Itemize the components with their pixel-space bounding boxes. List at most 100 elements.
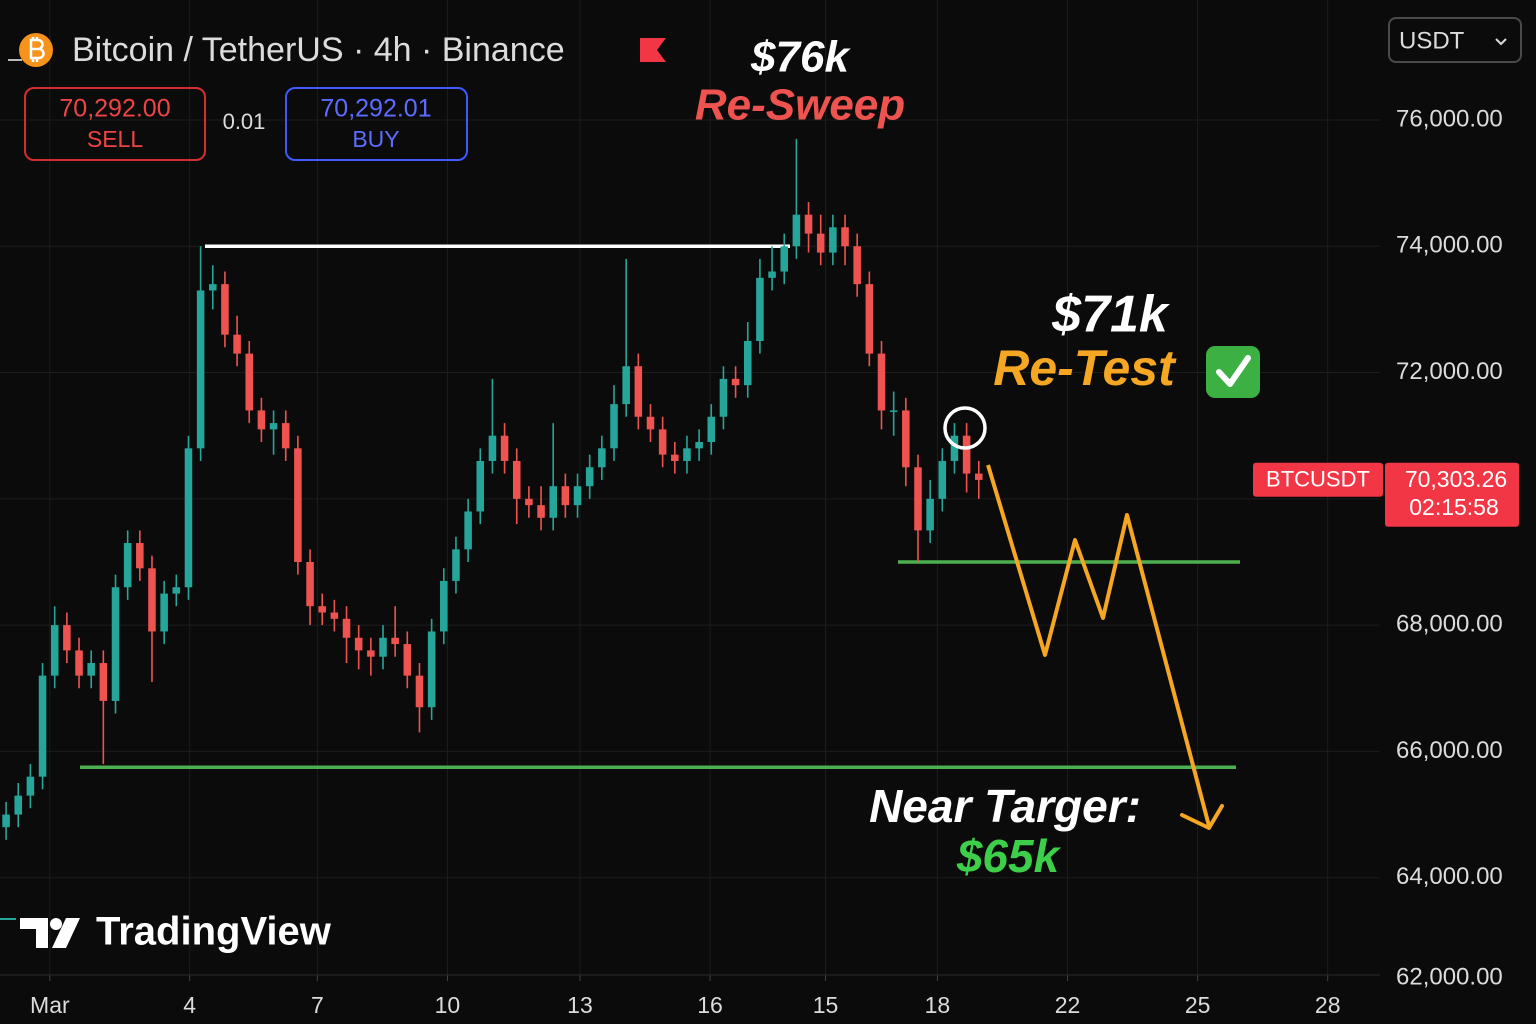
candle-body [914,467,922,531]
x-tick-label: 4 [183,992,196,1018]
candle-body [719,378,728,417]
watermark-logo [0,918,80,948]
x-tick-label: 18 [925,992,951,1018]
annotation-price: $71k [1051,286,1171,344]
candle-body [816,233,825,253]
candle-body [75,650,83,676]
candle-body [756,277,764,341]
y-tick-label: 68,000.00 [1396,610,1503,637]
x-tick-label: 10 [435,992,461,1018]
y-tick-label: 66,000.00 [1396,737,1503,764]
candle-body [403,644,412,676]
candle-body [974,473,983,480]
candle-body [610,404,618,449]
annotation-text: Re-Sweep [695,81,905,130]
candle-body [87,663,95,676]
candle-body [525,498,533,506]
y-tick-label: 76,000.00 [1396,105,1503,132]
last-price-symbol-box [1253,462,1383,497]
sell-button[interactable] [24,87,206,161]
x-tick-label: Mar [30,992,70,1018]
candle-body [452,549,460,581]
candle-body [938,460,947,499]
annotation-price: $76k [750,33,851,82]
candle-body [257,410,266,430]
annotation-price: $65k [956,830,1062,882]
candle-body [695,442,703,449]
candle-body [233,334,241,354]
candle-body [683,448,691,461]
x-tick-label: 7 [311,992,324,1018]
candle-body [196,290,205,449]
retest-circle [943,406,987,450]
candles [2,138,983,840]
sell-price: 70,292.00 [59,95,170,123]
candle-body [281,423,290,449]
candle-body [488,435,497,461]
countdown: 02:15:58 [1409,494,1499,520]
candle-body [537,505,545,518]
candle-body [172,587,181,594]
last-price-box [1385,462,1519,527]
candle-body [269,423,278,430]
candle-body [318,606,326,613]
candle-body [962,435,971,474]
candle-body [148,568,156,632]
candle-body [160,593,168,632]
candle-body [367,650,375,657]
candle-body [573,486,582,506]
candle-body [792,214,801,247]
y-tick-label: 74,000.00 [1396,232,1503,259]
spread: 0.01 [223,109,266,134]
candle-body [561,486,570,506]
candle-body [671,454,679,461]
candle-body [184,448,193,588]
last-price-label: 70,303.26 [1405,466,1507,492]
candle-body [549,486,557,518]
candle-body [330,612,339,619]
candle-body [427,631,436,708]
candle-body [99,663,108,701]
candle-body [415,675,424,708]
candle-body [391,637,399,645]
y-tick-label: 64,000.00 [1396,863,1503,890]
candle-body [221,284,229,335]
y-tick-label: 62,000.00 [1396,963,1503,990]
x-tick-label: 22 [1055,992,1081,1018]
candle-body [646,416,655,430]
candle-body [804,214,813,234]
candle-body [926,498,934,531]
candle-body [50,625,59,676]
axes: 76,000.0074,000.0072,000.0070,000.0068,0… [0,105,1519,1018]
candle-body [354,637,363,651]
projection-path [986,464,1211,827]
x-tick-label: 13 [567,992,593,1018]
buy-button[interactable] [285,87,468,161]
candle-body [853,246,861,285]
candle-body [14,795,23,815]
sell-label: SELL [87,126,143,152]
watermark: TradingView [96,910,332,954]
bitcoin-glyph [29,37,45,62]
logo-dot [50,918,62,930]
candle-body [38,675,47,777]
check-glyph [1216,355,1251,387]
candle-body [111,587,120,701]
chevron [1495,38,1507,46]
annotation-text: Re-Test [993,340,1177,396]
projection-arrowhead [1180,804,1224,830]
y-tick-label: 72,000.00 [1396,358,1503,385]
candle-body [658,429,667,455]
logo-v [52,918,80,948]
candle-body [768,271,776,278]
currency-select[interactable] [1388,17,1522,63]
candle-body [841,227,849,247]
candle-body [585,467,594,487]
candle-body [306,561,314,607]
candle-body [707,416,716,443]
candle-body [342,618,351,638]
candle-body [731,378,740,386]
